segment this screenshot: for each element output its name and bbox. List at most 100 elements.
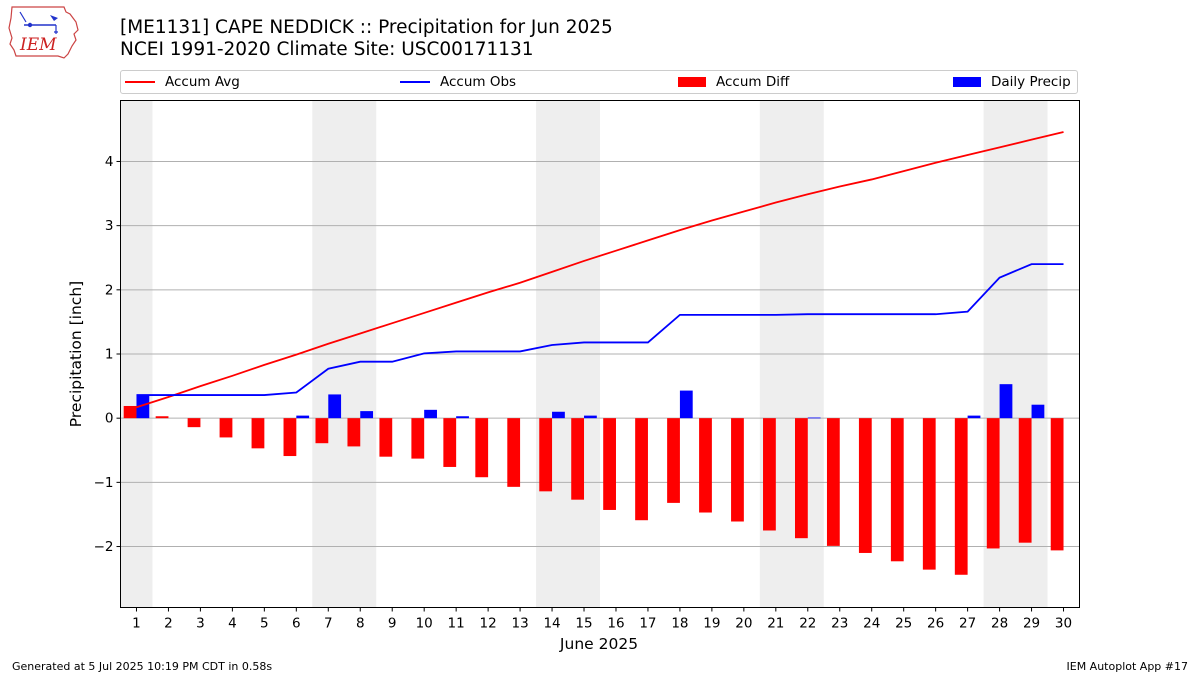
daily-precip-bar bbox=[552, 411, 565, 419]
x-tick-label: 18 bbox=[671, 616, 688, 632]
daily-precip-bar bbox=[1031, 404, 1045, 419]
x-tick-label: 7 bbox=[324, 616, 333, 632]
x-tick-label: 3 bbox=[196, 616, 205, 632]
daily-precip-bar bbox=[967, 415, 981, 419]
x-tick-label: 11 bbox=[448, 616, 465, 632]
accum-diff-bar bbox=[794, 418, 808, 539]
daily-precip-bar bbox=[136, 395, 150, 419]
accum-diff-bar bbox=[731, 418, 744, 522]
accum-obs-line bbox=[136, 263, 1064, 396]
accum-diff-bar bbox=[155, 416, 169, 419]
x-tick-label: 5 bbox=[260, 616, 269, 632]
x-tick-label: 8 bbox=[356, 616, 365, 632]
legend-label-accum-obs: Accum Obs bbox=[440, 74, 517, 90]
accum-diff-bar bbox=[347, 418, 361, 447]
daily-precip-bar bbox=[807, 417, 821, 419]
accum-diff-bar bbox=[507, 418, 521, 487]
legend-item-accum-avg: Accum Avg bbox=[125, 71, 240, 93]
legend-item-accum-diff: Accum Diff bbox=[678, 71, 789, 93]
accum-diff-bar bbox=[315, 418, 329, 444]
logo-text: IEM bbox=[19, 35, 57, 55]
x-tick-label: 16 bbox=[607, 616, 624, 632]
accum-diff-bar bbox=[283, 418, 297, 457]
y-tick-label: 0 bbox=[105, 411, 114, 427]
x-tick-label: 17 bbox=[639, 616, 656, 632]
y-tick-label: 1 bbox=[105, 347, 114, 363]
x-tick-label: 1 bbox=[132, 616, 141, 632]
daily-precip-bar bbox=[456, 416, 469, 419]
accum-diff-bar bbox=[219, 418, 233, 438]
daily-precip-bar bbox=[360, 411, 374, 419]
legend-swatch-accum-obs bbox=[400, 81, 430, 83]
x-tick-label: 14 bbox=[543, 616, 560, 632]
daily-precip-bar bbox=[328, 394, 342, 419]
accum-diff-bar bbox=[379, 418, 393, 457]
x-tick-label: 20 bbox=[735, 616, 752, 632]
x-tick-label: 6 bbox=[292, 616, 301, 632]
x-tick-label: 4 bbox=[228, 616, 237, 632]
x-tick-label: 2 bbox=[164, 616, 173, 632]
x-tick-label: 15 bbox=[575, 616, 592, 632]
legend-swatch-daily-precip bbox=[953, 77, 981, 87]
daily-precip-bar bbox=[999, 384, 1013, 419]
accum-diff-bar bbox=[1050, 418, 1064, 551]
y-tick-label: 4 bbox=[105, 154, 114, 170]
bars-group bbox=[123, 384, 1064, 575]
chart-subtitle: NCEI 1991-2020 Climate Site: USC00171131 bbox=[120, 39, 534, 60]
x-tick-label: 22 bbox=[799, 616, 816, 632]
legend-swatch-accum-diff bbox=[678, 77, 706, 87]
accum-diff-bar bbox=[858, 418, 872, 553]
x-tick-label: 24 bbox=[863, 616, 880, 632]
x-tick-label: 13 bbox=[511, 616, 528, 632]
x-tick-label: 19 bbox=[703, 616, 720, 632]
accum-diff-bar bbox=[890, 418, 904, 562]
x-tick-label: 9 bbox=[388, 616, 397, 632]
y-tick-label: 2 bbox=[105, 282, 114, 298]
x-tick-label: 25 bbox=[895, 616, 912, 632]
accum-diff-bar bbox=[635, 418, 648, 521]
iem-logo: IEM bbox=[6, 4, 82, 60]
accum-diff-bar bbox=[922, 418, 936, 570]
legend-label-accum-avg: Accum Avg bbox=[165, 74, 240, 90]
daily-precip-bar bbox=[584, 415, 597, 419]
footer-generated-text: Generated at 5 Jul 2025 10:19 PM CDT in … bbox=[12, 660, 273, 673]
x-axis-label: June 2025 bbox=[559, 635, 638, 653]
daily-precip-bar bbox=[679, 390, 693, 419]
legend-swatch-accum-avg bbox=[125, 81, 155, 83]
x-tick-label: 26 bbox=[927, 616, 944, 632]
accum-diff-bar bbox=[763, 418, 776, 531]
accum-diff-bar bbox=[667, 418, 680, 503]
daily-precip-bar bbox=[424, 409, 437, 419]
chart-title: [ME1131] CAPE NEDDICK :: Precipitation f… bbox=[120, 17, 613, 38]
y-tick-label: −2 bbox=[94, 539, 114, 555]
x-tick-label: 28 bbox=[991, 616, 1008, 632]
accum-avg-line bbox=[136, 131, 1064, 409]
x-tick-label: 23 bbox=[831, 616, 848, 632]
legend-label-accum-diff: Accum Diff bbox=[716, 74, 790, 90]
lines-group bbox=[136, 131, 1064, 409]
legend-item-accum-obs: Accum Obs bbox=[400, 71, 516, 93]
accum-diff-bar bbox=[187, 418, 201, 428]
x-tick-label: 12 bbox=[480, 616, 497, 632]
daily-precip-bar bbox=[296, 415, 310, 419]
accum-diff-bar bbox=[826, 418, 840, 546]
accum-diff-bar bbox=[571, 418, 585, 500]
x-tick-label: 30 bbox=[1055, 616, 1072, 632]
legend-label-daily-precip: Daily Precip bbox=[991, 74, 1071, 90]
accum-diff-bar bbox=[699, 418, 712, 513]
accum-diff-bar bbox=[954, 418, 968, 575]
accum-diff-bar bbox=[603, 418, 616, 510]
y-axis-label: Precipitation [inch] bbox=[67, 281, 85, 427]
accum-diff-bar bbox=[251, 418, 265, 449]
x-tick-label: 21 bbox=[767, 616, 784, 632]
accum-diff-bar bbox=[1018, 418, 1032, 543]
accum-diff-bar bbox=[443, 418, 457, 467]
accum-diff-bar bbox=[411, 418, 425, 459]
y-tick-label: −1 bbox=[94, 475, 114, 491]
gridlines-group bbox=[120, 160, 1080, 548]
accum-diff-bar bbox=[986, 418, 1000, 549]
accum-diff-bar bbox=[123, 405, 137, 419]
accum-diff-bar bbox=[475, 418, 489, 478]
x-tick-label: 29 bbox=[1023, 616, 1040, 632]
